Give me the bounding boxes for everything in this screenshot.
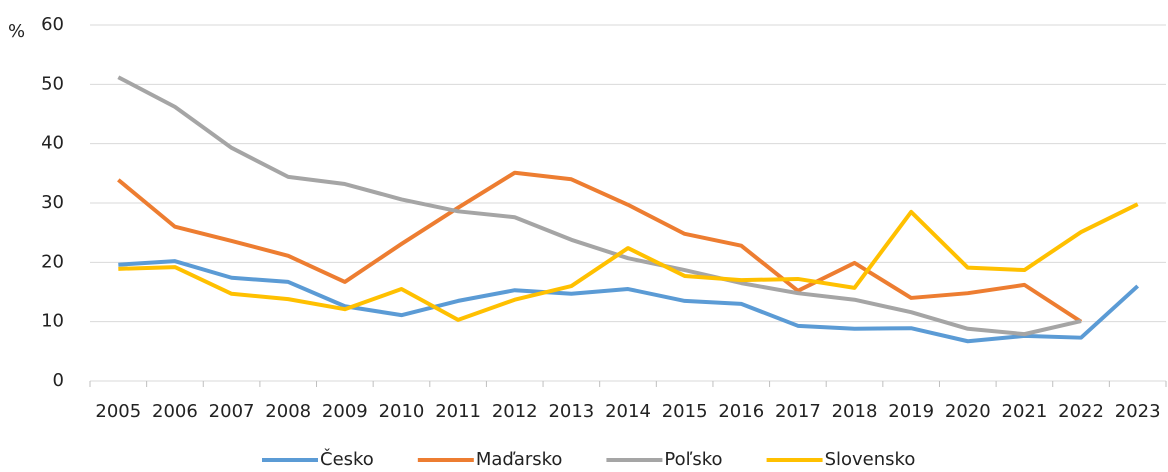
legend-label: Česko [320,448,374,470]
x-tick-label: 2013 [548,401,594,422]
x-tick-label: 2014 [605,401,651,422]
x-tick-label: 2016 [718,401,764,422]
x-tick-label: 2010 [379,401,425,422]
y-tick-label: 40 [41,133,64,154]
series-line [118,202,1139,322]
x-tick-label: 2007 [209,401,255,422]
y-tick-label: 30 [41,192,64,213]
y-tick-label: 60 [41,14,64,35]
x-tick-label: 2008 [265,401,311,422]
series-line [118,259,1140,344]
legend-label: Maďarsko [476,449,563,470]
x-tick-label: 2011 [435,401,481,422]
x-tick-label: 2017 [775,401,821,422]
x-tick-label: 2023 [1115,401,1161,422]
x-tick-label: 2019 [888,401,934,422]
y-tick-label: 20 [41,251,64,272]
x-tick-label: 2015 [662,401,708,422]
x-tick-label: 2005 [95,401,141,422]
x-tick-label: 2022 [1058,401,1104,422]
y-tick-label: 50 [41,73,64,94]
x-tick-label: 2020 [945,401,991,422]
x-tick-label: 2006 [152,401,198,422]
x-tick-label: 2018 [832,401,878,422]
series-line [117,170,1083,324]
x-tick-label: 2021 [1002,401,1048,422]
legend-label: Poľsko [664,449,722,470]
y-tick-label: 10 [41,311,64,332]
y-axis-label: % [8,21,25,42]
x-tick-label: 2009 [322,401,368,422]
legend-label: Slovensko [825,449,916,470]
series-line [117,75,1082,337]
y-tick-label: 0 [53,370,64,391]
x-tick-label: 2012 [492,401,538,422]
